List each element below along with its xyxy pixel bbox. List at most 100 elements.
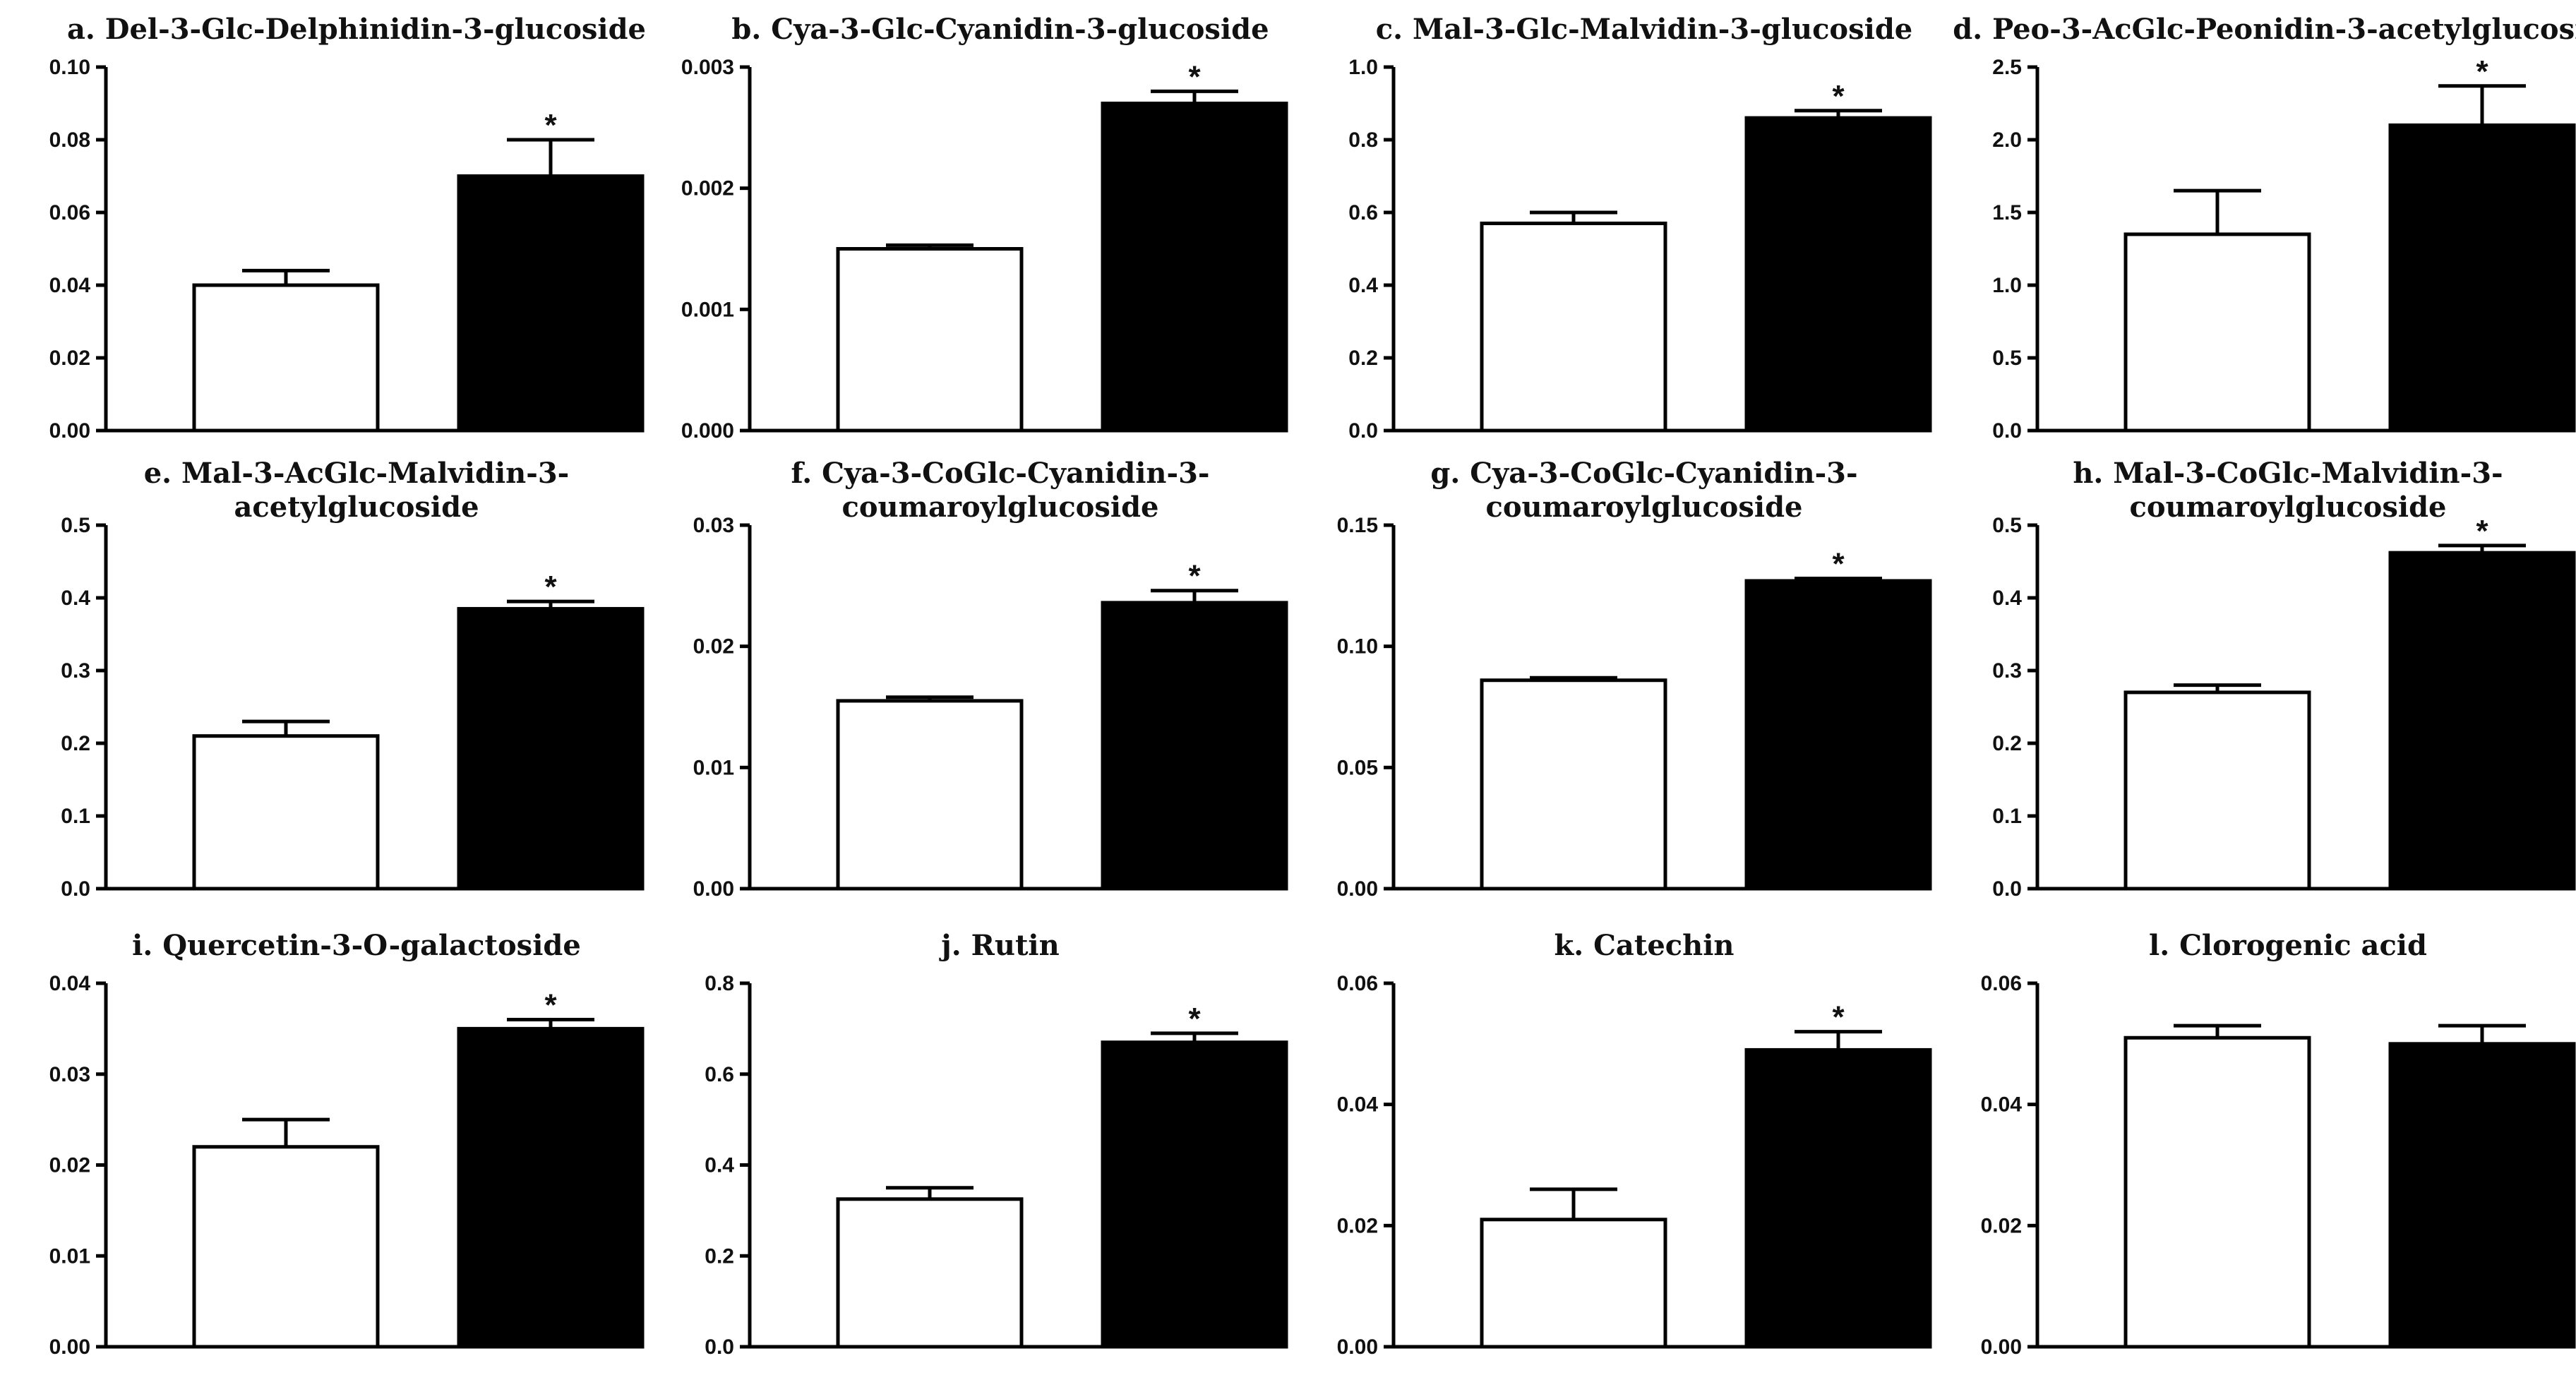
bar-treatment: [1744, 1047, 1932, 1349]
y-tick-label: 0.02: [1337, 1214, 1378, 1237]
bar-treatment: [1101, 601, 1288, 891]
chart-panel: i. Quercetin-3-O-galactoside * 0.00 0.01 0.0…: [0, 916, 645, 1374]
chart-svg: k. Catechin * 0.00 0.02 0.04 0.06: [1337, 929, 1932, 1359]
y-tick-label: 0.4: [1348, 274, 1378, 297]
y-tick-label: 0.000: [681, 419, 734, 443]
y-tick-label: 0.5: [1992, 514, 2022, 537]
y-tick-label: 0.5: [61, 514, 90, 537]
bar-treatment: [2388, 1042, 2576, 1349]
chart-panel: a. Del-3-Glc-Delphinidin-3-glucoside * 0.0…: [0, 0, 646, 458]
significance-marker: *: [544, 108, 557, 143]
chart-svg: a. Del-3-Glc-Delphinidin-3-glucoside * 0.0…: [49, 13, 646, 443]
chart-panel: f. Cya-3-CoGlc-Cyanidin-3- coumaroylgluco…: [644, 457, 1288, 916]
y-tick-label: 0.03: [693, 514, 734, 537]
chart-panel: e. Mal-3-AcGlc-Malvidin-3- acetylglucosid…: [0, 457, 645, 916]
y-tick-label: 0.06: [1337, 972, 1378, 995]
bar-control: [192, 283, 380, 433]
y-tick-label: 0.02: [49, 347, 90, 370]
y-tick-label: 0.00: [1337, 1335, 1378, 1359]
y-tick-label: 0.00: [693, 877, 734, 901]
significance-marker: *: [2476, 54, 2488, 89]
chart-title-line: h. Mal-3-CoGlc-Malvidin-3-: [2073, 457, 2503, 490]
y-tick-label: 0.3: [61, 659, 90, 683]
y-tick-label: 0.02: [49, 1154, 90, 1177]
chart-title-line: f. Cya-3-CoGlc-Cyanidin-3-: [791, 457, 1209, 490]
y-tick-label: 0.002: [681, 177, 734, 200]
bar-control: [1480, 221, 1667, 433]
chart-title-line: j. Rutin: [939, 929, 1059, 962]
y-tick-label: 0.0: [1992, 419, 2022, 443]
y-tick-label: 2.0: [1992, 128, 2022, 152]
chart-svg: e. Mal-3-AcGlc-Malvidin-3-acetylglucosid…: [61, 457, 645, 901]
y-tick-label: 0.5: [1992, 347, 2022, 370]
bar-treatment: [457, 1026, 645, 1349]
chart-title-line: e. Mal-3-AcGlc-Malvidin-3-: [144, 457, 570, 490]
chart-title-line: acetylglucoside: [234, 491, 479, 524]
significance-marker: *: [1832, 547, 1845, 582]
y-tick-label: 0.4: [1992, 587, 2022, 610]
chart-svg: f. Cya-3-CoGlc-Cyanidin-3-coumaroylgluco…: [693, 457, 1288, 901]
bar-treatment: [457, 606, 645, 891]
bar-control: [1480, 678, 1667, 891]
y-tick-label: 0.1: [61, 805, 90, 828]
y-tick-label: 0.04: [49, 972, 91, 995]
significance-marker: *: [1188, 1002, 1201, 1036]
chart-title-line: coumaroylglucoside: [2130, 491, 2447, 524]
chart-title-line: l. Clorogenic acid: [2149, 929, 2427, 962]
chart-title-line: coumaroylglucoside: [1486, 491, 1803, 524]
y-tick-label: 0.0: [705, 1335, 734, 1359]
chart-title-line: g. Cya-3-CoGlc-Cyanidin-3-: [1430, 457, 1857, 490]
y-tick-label: 0.6: [1348, 201, 1378, 224]
y-tick-label: 0.02: [693, 635, 734, 659]
y-tick-label: 0.04: [49, 274, 91, 297]
bar-control: [2123, 690, 2311, 891]
y-tick-label: 0.06: [1981, 972, 2022, 995]
significance-marker: *: [1832, 79, 1845, 114]
y-tick-label: 0.05: [1337, 756, 1378, 779]
chart-svg: h. Mal-3-CoGlc-Malvidin-3-coumaroylgluco…: [1992, 457, 2576, 901]
y-tick-label: 0.2: [705, 1244, 734, 1268]
bar-control: [2123, 1035, 2311, 1349]
bar-treatment: [1744, 579, 1932, 891]
y-tick-label: 0.00: [49, 1335, 90, 1359]
chart-title-line: i. Quercetin-3-O-galactoside: [132, 929, 581, 962]
chart-svg: j. Rutin * 0.0 0.2 0.4 0.6 0.8: [705, 929, 1288, 1359]
bar-control: [192, 734, 380, 891]
y-tick-label: 0.6: [705, 1063, 734, 1086]
y-tick-label: 0.0: [61, 877, 90, 901]
bar-treatment: [1744, 116, 1932, 433]
chart-panel: c. Mal-3-Glc-Malvidin-3-glucoside * 0.0 0.2…: [1288, 0, 1932, 458]
bar-control: [1480, 1218, 1667, 1349]
y-tick-label: 0.1: [1992, 805, 2022, 828]
y-tick-label: 0.2: [1348, 347, 1378, 370]
y-tick-label: 0.04: [1337, 1093, 1379, 1117]
chart-svg: l. Clorogenic acid 0.00 0.02 0.04 0.06: [1981, 929, 2576, 1359]
chart-panel: d. Peo-3-AcGlc-Peonidin-3-acetylglucosid…: [1931, 0, 2576, 458]
y-tick-label: 0.01: [693, 756, 734, 779]
chart-title-line: c. Mal-3-Glc-Malvidin-3-glucoside: [1376, 13, 1912, 46]
y-tick-label: 0.0: [1348, 419, 1378, 443]
bar-treatment: [1101, 1040, 1288, 1349]
significance-marker: *: [544, 988, 557, 1023]
chart-panel: j. Rutin * 0.0 0.2 0.4 0.6 0.8: [644, 916, 1288, 1374]
bar-treatment: [457, 174, 645, 433]
significance-marker: *: [1832, 1000, 1845, 1035]
y-tick-label: 0.15: [1337, 514, 1378, 537]
y-tick-label: 0.4: [61, 587, 90, 610]
y-tick-label: 0.10: [49, 56, 90, 79]
chart-title-line: coumaroylglucoside: [842, 491, 1159, 524]
y-tick-label: 0.00: [1981, 1335, 2022, 1359]
bar-control: [192, 1145, 380, 1349]
y-tick-label: 0.03: [49, 1063, 90, 1086]
chart-panel: b. Cya-3-Glc-Cyanidin-3-glucoside * 0.000 0…: [644, 0, 1288, 458]
bar-control: [836, 247, 1024, 433]
bar-control: [836, 699, 1024, 891]
y-tick-label: 0.2: [1992, 732, 2022, 755]
chart-svg: c. Mal-3-Glc-Malvidin-3-glucoside * 0.0 0.2…: [1348, 13, 1932, 443]
y-tick-label: 0.001: [681, 298, 734, 321]
y-tick-label: 0.8: [1348, 128, 1378, 152]
chart-panel: l. Clorogenic acid 0.00 0.02 0.04 0.06: [1931, 916, 2576, 1374]
y-tick-label: 0.2: [61, 732, 90, 755]
chart-title-line: a. Del-3-Glc-Delphinidin-3-glucoside: [67, 13, 646, 46]
